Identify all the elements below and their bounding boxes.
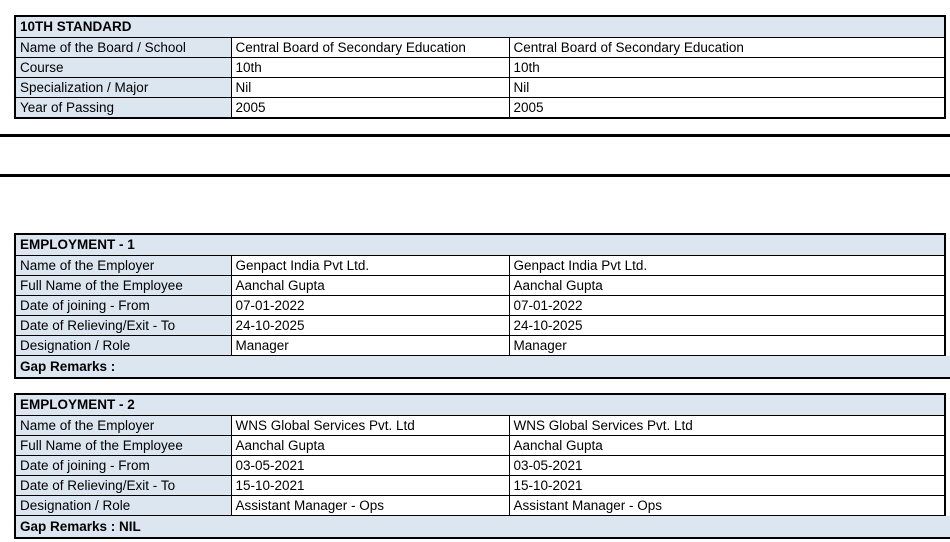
employment-1-title-row: EMPLOYMENT - 1 [14,233,946,256]
gap-remarks-row: Gap Remarks : [14,356,950,379]
employment-2-section: EMPLOYMENT - 2 Name of the Employer WNS … [14,393,950,539]
row-value-cell-2: 07-01-2022 [508,295,946,316]
row-label-cell: Full Name of the Employee [14,275,232,296]
row-label-cell: Date of Relieving/Exit - To [14,315,232,336]
row-label-cell: Date of Relieving/Exit - To [14,475,232,496]
row-value-cell-1: 03-05-2021 [230,455,510,476]
table-row: Name of the Board / School Central Board… [14,37,946,58]
row-label-cell: Date of joining - From [14,295,232,316]
row-label-cell: Designation / Role [14,335,232,356]
row-value-cell-1: Genpact India Pvt Ltd. [230,255,510,276]
row-label-cell: Date of joining - From [14,455,232,476]
table-row: Date of joining - From 03-05-2021 03-05-… [14,455,946,476]
education-table: 10TH STANDARD Name of the Board / School… [14,15,947,119]
row-value-cell-1: 10th [230,57,510,78]
table-row: Year of Passing 2005 2005 [14,97,946,119]
row-value-cell-2: Nil [508,77,946,98]
education-table-title: 10TH STANDARD [14,15,946,38]
row-value-cell-2: 15-10-2021 [508,475,946,496]
row-value-cell-2: 10th [508,57,946,78]
row-value-cell-2: Aanchal Gupta [508,435,946,456]
table-row: Specialization / Major Nil Nil [14,77,946,98]
gap-remarks-row: Gap Remarks : NIL [14,516,950,539]
row-value-cell-2: Genpact India Pvt Ltd. [508,255,946,276]
table-row: Designation / Role Manager Manager [14,335,946,356]
row-value-cell-2: 03-05-2021 [508,455,946,476]
row-value-cell-1: Central Board of Secondary Education [230,37,510,58]
row-label-cell: Full Name of the Employee [14,435,232,456]
row-value-cell-2: Manager [508,335,946,356]
row-value-cell-1: 07-01-2022 [230,295,510,316]
row-value-cell-1: 24-10-2025 [230,315,510,336]
row-value-cell-2: 2005 [508,97,946,119]
row-value-cell-1: Nil [230,77,510,98]
employment-1-table: EMPLOYMENT - 1 Name of the Employer Genp… [14,233,946,356]
row-label-cell: Name of the Board / School [14,37,232,58]
row-label-cell: Name of the Employer [14,415,232,436]
row-label-cell: Designation / Role [14,495,232,516]
row-value-cell-1: 15-10-2021 [230,475,510,496]
table-row: Full Name of the Employee Aanchal Gupta … [14,275,946,296]
section-divider-line-bottom [0,174,950,177]
employment-2-table-title: EMPLOYMENT - 2 [14,393,946,416]
row-value-cell-1: Aanchal Gupta [230,435,510,456]
table-row: Name of the Employer WNS Global Services… [14,415,946,436]
row-value-cell-2: WNS Global Services Pvt. Ltd [508,415,946,436]
row-value-cell-2: Aanchal Gupta [508,275,946,296]
employment-1-table-title: EMPLOYMENT - 1 [14,233,946,256]
employment-1-section: EMPLOYMENT - 1 Name of the Employer Genp… [14,233,950,379]
row-value-cell-1: Manager [230,335,510,356]
table-row: Full Name of the Employee Aanchal Gupta … [14,435,946,456]
table-row: Designation / Role Assistant Manager - O… [14,495,946,516]
table-row: Name of the Employer Genpact India Pvt L… [14,255,946,276]
employment-2-table: EMPLOYMENT - 2 Name of the Employer WNS … [14,393,946,516]
table-row: Date of joining - From 07-01-2022 07-01-… [14,295,946,316]
table-row: Date of Relieving/Exit - To 15-10-2021 1… [14,475,946,496]
section-divider-line-top [0,134,950,137]
row-value-cell-1: Aanchal Gupta [230,275,510,296]
table-row: Date of Relieving/Exit - To 24-10-2025 2… [14,315,946,336]
row-label-cell: Year of Passing [14,97,232,119]
row-value-cell-1: 2005 [230,97,510,119]
table-row: Course 10th 10th [14,57,946,78]
row-label-cell: Name of the Employer [14,255,232,276]
row-value-cell-2: 24-10-2025 [508,315,946,336]
row-value-cell-1: WNS Global Services Pvt. Ltd [230,415,510,436]
employment-2-title-row: EMPLOYMENT - 2 [14,393,946,416]
row-value-cell-2: Assistant Manager - Ops [508,495,946,516]
row-value-cell-2: Central Board of Secondary Education [508,37,946,58]
row-label-cell: Course [14,57,232,78]
education-title-row: 10TH STANDARD [14,15,946,38]
row-value-cell-1: Assistant Manager - Ops [230,495,510,516]
row-label-cell: Specialization / Major [14,77,232,98]
